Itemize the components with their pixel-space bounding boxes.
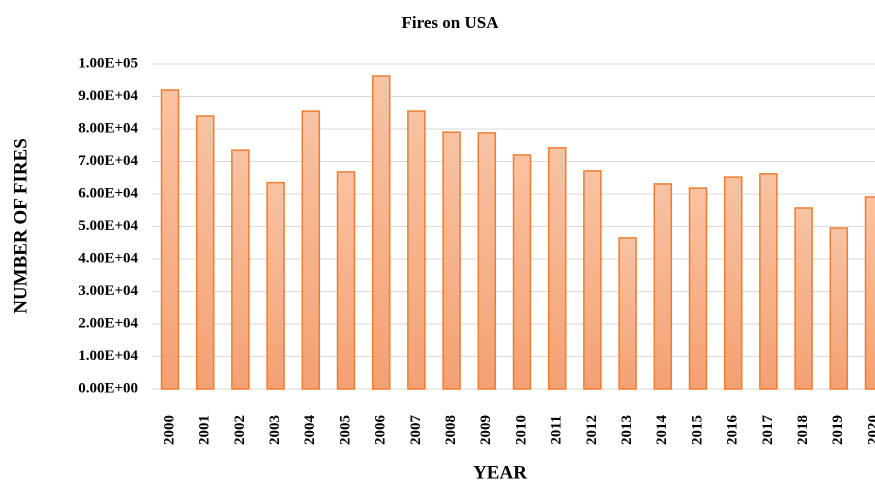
x-tick-label: 2014 <box>654 415 670 446</box>
y-tick-label: 6.00E+04 <box>78 185 138 201</box>
x-tick-label: 2009 <box>478 415 494 445</box>
x-tick-label: 2017 <box>760 415 776 446</box>
y-tick-label: 2.00E+04 <box>78 315 138 331</box>
bar <box>336 171 356 390</box>
bar <box>583 170 602 390</box>
bar <box>407 110 426 390</box>
x-tick-label: 2004 <box>302 415 318 446</box>
bar <box>759 173 778 390</box>
bar <box>688 187 708 390</box>
bar <box>829 227 849 390</box>
y-tick-label: 1.00E+05 <box>78 55 138 71</box>
x-tick-label: 2008 <box>443 415 459 445</box>
bar <box>864 196 875 390</box>
x-tick-label: 2000 <box>161 415 177 445</box>
x-tick-label: 2002 <box>232 415 248 445</box>
chart-title: Fires on USA <box>402 13 500 32</box>
bar <box>231 149 250 390</box>
y-tick-label: 4.00E+04 <box>78 250 138 266</box>
x-tick-label: 2007 <box>408 415 424 446</box>
x-tick-label: 2011 <box>549 415 565 444</box>
y-axis-label: NUMBER OF FIRES <box>10 138 31 314</box>
bar <box>301 110 321 390</box>
bar <box>512 154 532 390</box>
bar <box>266 181 285 390</box>
y-tick-label: 7.00E+04 <box>78 153 138 169</box>
bar <box>723 176 743 390</box>
x-tick-label: 2001 <box>197 415 213 445</box>
bar <box>160 89 180 390</box>
x-axis-label: YEAR <box>473 462 527 483</box>
x-tick-label: 2006 <box>373 415 389 446</box>
bar <box>195 115 215 390</box>
bar <box>442 131 461 390</box>
x-tick-label: 2019 <box>830 415 846 445</box>
bar <box>547 147 567 390</box>
x-tick-label: 2003 <box>267 415 283 445</box>
y-tick-label: 5.00E+04 <box>78 218 138 234</box>
bar <box>794 207 813 390</box>
x-tick-label: 2015 <box>689 415 705 445</box>
x-tick-label: 2012 <box>584 415 600 445</box>
y-tick-label: 9.00E+04 <box>78 88 138 104</box>
x-tick-label: 2010 <box>513 415 529 445</box>
y-tick-label: 8.00E+04 <box>78 120 138 136</box>
bar <box>653 183 673 390</box>
x-tick-label: 2016 <box>725 415 741 446</box>
y-tick-label: 1.00E+04 <box>78 348 138 364</box>
x-tick-label: 2020 <box>865 415 875 445</box>
x-tick-label: 2013 <box>619 415 635 445</box>
bar <box>477 132 497 390</box>
bar <box>618 237 637 390</box>
y-tick-label: 0.00E+00 <box>78 380 138 396</box>
y-tick-label: 3.00E+04 <box>78 283 138 299</box>
x-tick-label: 2018 <box>795 415 811 445</box>
x-tick-label: 2005 <box>337 415 353 445</box>
bar <box>371 75 391 390</box>
